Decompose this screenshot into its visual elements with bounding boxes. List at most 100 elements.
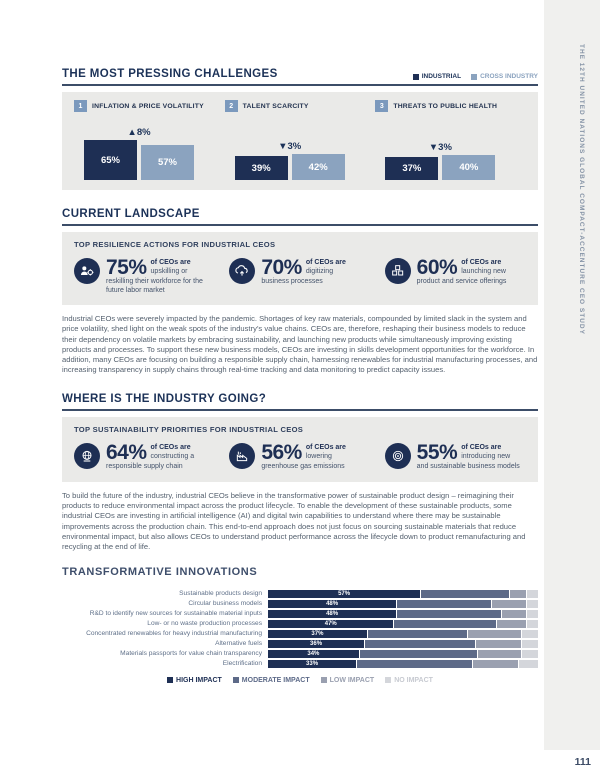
delta-label: ▼3% <box>278 141 302 152</box>
impact-legend-item: MODERATE IMPACT <box>232 677 310 684</box>
stat-desc: and sustainable business models <box>416 463 520 471</box>
challenges-legend: INDUSTRIAL CROSS INDUSTRY <box>412 73 538 80</box>
segment-high-impact: 34% <box>268 650 359 658</box>
segment-moderate-impact <box>421 590 510 598</box>
stacked-bar: 47% <box>268 620 538 628</box>
bar-pair: 39% 42% <box>234 154 376 180</box>
sustainability-panel: TOP SUSTAINABILITY PRIORITIES FOR INDUST… <box>62 417 538 482</box>
stat-body: 70% of CEOs are digitizing business proce… <box>261 257 346 295</box>
segment-low-impact <box>496 620 527 628</box>
stat-lead: of CEOs are lowering <box>306 443 346 461</box>
challenge-rank-badge: 2 <box>224 100 238 112</box>
stat-lead: of CEOs are upskilling or <box>151 258 191 276</box>
stat-item: 60% of CEOs are launching new product and… <box>384 257 526 295</box>
chart-row: Alternative fuels 36% <box>62 640 538 648</box>
legend-item-industrial: INDUSTRIAL <box>412 73 461 80</box>
resilience-stats: 75% of CEOs are upskilling or reskilling … <box>74 256 526 295</box>
low-impact-swatch <box>320 677 327 684</box>
industry-direction-title: WHERE IS THE INDUSTRY GOING? <box>62 393 267 406</box>
chart-row: R&D to identify new sources for sustaina… <box>62 610 538 618</box>
stacked-bar: 48% <box>268 610 538 618</box>
segment-moderate-impact <box>397 610 502 618</box>
challenges-title: THE MOST PRESSING CHALLENGES <box>62 68 278 80</box>
segment-moderate-impact <box>359 650 478 658</box>
chart-row: Materials passports for value chain tran… <box>62 650 538 658</box>
business-model-icon <box>384 443 411 470</box>
stacked-bar: 57% <box>268 590 538 598</box>
chart-row-label: Alternative fuels <box>215 640 262 648</box>
impact-legend-item: NO IMPACT <box>385 677 433 684</box>
stat-lead-bold: of CEOs are <box>305 444 346 452</box>
side-strip: THE 12TH UNITED NATIONS GLOBAL COMPACT-A… <box>544 0 600 750</box>
industrial-bar: 39% <box>234 156 288 180</box>
delta-label: ▲8% <box>127 127 151 138</box>
segment-moderate-impact <box>365 640 475 648</box>
chart-row-label: Concentrated renewables for heavy indust… <box>86 630 262 638</box>
industrial-bar: 65% <box>84 140 137 180</box>
chart-row: Circular business models 48% <box>62 600 538 608</box>
stat-lead-bold: of CEOs are <box>461 444 502 452</box>
innovations-title: TRANSFORMATIVE INNOVATIONS <box>62 566 258 579</box>
stat-top: 64% of CEOs are constructing a <box>106 441 195 465</box>
stat-lead-rest: launching new <box>461 267 506 275</box>
stat-item: 55% of CEOs are introducing new and susta… <box>384 441 526 472</box>
stat-lead-bold: of CEOs are <box>305 259 346 266</box>
stat-item: 70% of CEOs are digitizing business proce… <box>229 257 370 295</box>
impact-legend-item: HIGH IMPACT <box>167 677 222 684</box>
legend-label: CROSS INDUSTRY <box>480 73 538 80</box>
bar-pair: 65% 57% <box>84 140 225 180</box>
impact-legend-item: LOW IMPACT <box>320 677 374 684</box>
stat-body: 75% of CEOs are upskilling or reskilling … <box>106 256 215 295</box>
current-landscape-title: CURRENT LANDSCAPE <box>62 208 200 220</box>
segment-no-impact <box>521 650 538 658</box>
stat-value: 75% <box>106 256 147 279</box>
stat-desc: greenhouse gas emissions <box>261 463 345 471</box>
stat-lead-rest: constructing a <box>150 453 195 460</box>
stat-body: 55% of CEOs are introducing new and susta… <box>416 441 520 472</box>
stat-item: 64% of CEOs are constructing a responsibl… <box>74 441 215 472</box>
segment-low-impact <box>472 660 519 668</box>
digitization-icon <box>229 258 256 284</box>
resilience-panel: TOP RESILIENCE ACTIONS FOR INDUSTRIAL CE… <box>62 232 538 306</box>
chart-row: Sustainable products design 57% <box>62 590 538 598</box>
stat-top: 75% of CEOs are upskilling or <box>106 256 215 279</box>
stat-value: 55% <box>416 441 458 465</box>
segment-low-impact <box>478 650 521 658</box>
segment-high-impact: 48% <box>268 610 397 618</box>
segment-low-impact <box>502 610 527 618</box>
page-number: 111 <box>574 756 591 768</box>
stat-item: 56% of CEOs are lowering greenhouse gas e… <box>229 442 370 472</box>
segment-low-impact <box>510 590 527 598</box>
stat-lead-rest: upskilling or <box>150 267 188 275</box>
stat-body: 64% of CEOs are constructing a responsibl… <box>106 441 195 472</box>
emissions-icon <box>229 443 256 470</box>
segment-moderate-impact <box>367 630 467 638</box>
challenge-label: TALENT SCARCITY <box>242 102 309 110</box>
industry-direction-paragraph: To build the future of the industry, ind… <box>62 491 526 552</box>
stat-top: 55% of CEOs are introducing new <box>416 441 520 465</box>
segment-high-impact: 37% <box>268 630 367 638</box>
legend-item-cross-industry: CROSS INDUSTRY <box>471 73 538 80</box>
challenge-head: 3 THREATS TO PUBLIC HEALTH <box>375 100 526 112</box>
cross-industry-swatch <box>471 73 478 80</box>
product-launch-icon <box>384 258 411 284</box>
challenge-label: THREATS TO PUBLIC HEALTH <box>393 102 498 110</box>
stat-desc: responsible supply chain <box>106 463 183 471</box>
stat-lead-bold: of CEOs are <box>461 259 502 266</box>
stat-value: 64% <box>106 441 147 465</box>
segment-high-impact: 57% <box>268 590 421 598</box>
study-side-label: THE 12TH UNITED NATIONS GLOBAL COMPACT-A… <box>578 44 585 335</box>
chart-row-label: Sustainable products design <box>179 590 262 598</box>
innovations-chart: Sustainable products design 57% Circular b… <box>62 590 539 668</box>
chart-row-label: Materials passports for value chain tran… <box>120 650 262 658</box>
segment-no-impact <box>527 620 538 628</box>
challenge-label: INFLATION & PRICE VOLATILITY <box>92 102 204 110</box>
legend-label: HIGH IMPACT <box>176 676 222 684</box>
current-landscape-header: CURRENT LANDSCAPE <box>62 208 538 226</box>
stat-lead: of CEOs are introducing new <box>461 443 510 461</box>
stacked-bar: 33% <box>268 660 538 668</box>
cross-industry-bar: 40% <box>442 155 496 180</box>
stacked-bar: 36% <box>268 640 538 648</box>
stat-item: 75% of CEOs are upskilling or reskilling … <box>74 256 215 295</box>
